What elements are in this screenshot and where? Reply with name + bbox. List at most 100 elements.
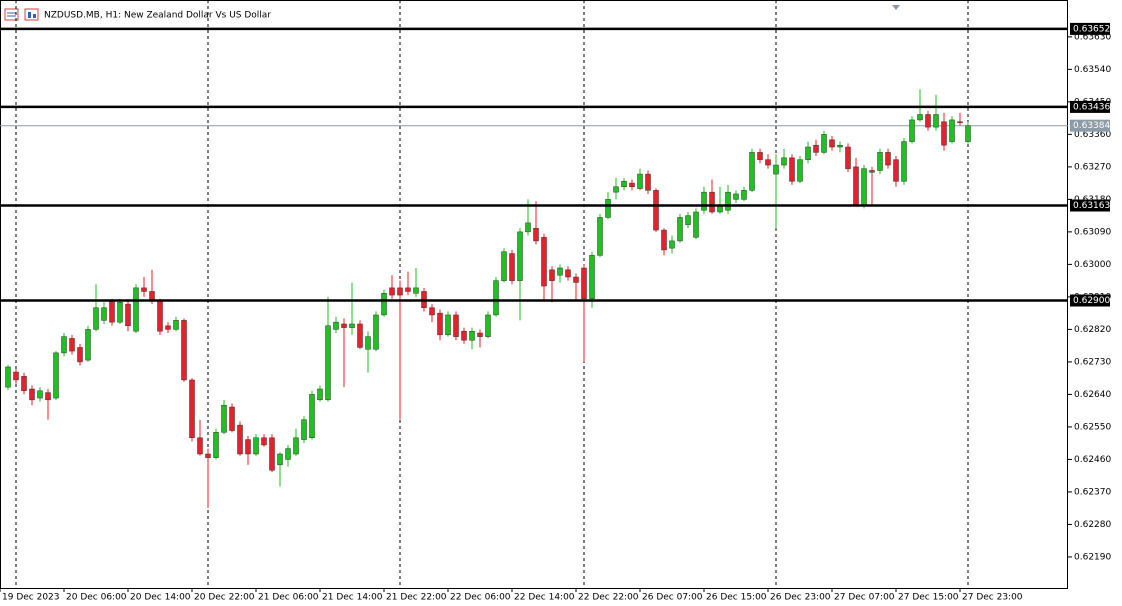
candle-body (957, 121, 963, 124)
x-tick-label: 26 Dec 23:00 (770, 593, 831, 603)
candle-body (901, 141, 907, 182)
candle-body (437, 312, 443, 336)
candle-body (877, 152, 883, 171)
candle-body (765, 159, 771, 166)
candle-body (413, 287, 419, 294)
candle-body (189, 379, 195, 438)
candle-body (613, 186, 619, 193)
icon-bar (28, 12, 31, 18)
candle-body (341, 323, 347, 328)
x-tick-label: 22 Dec 22:00 (578, 593, 639, 603)
y-tick-label: 0.62730 (1074, 357, 1111, 367)
candle-body (125, 303, 131, 327)
candle-body (141, 287, 147, 292)
x-tick-label: 27 Dec 23:00 (962, 593, 1023, 603)
level-label: 0.63163 (1073, 201, 1110, 211)
x-tick-label: 22 Dec 06:00 (450, 593, 511, 603)
candle-body (93, 307, 99, 330)
candle-body (133, 287, 139, 332)
candle-body (333, 321, 339, 330)
candle-body (309, 394, 315, 438)
candle-body (325, 325, 331, 401)
candle-body (573, 276, 579, 283)
candle-body (69, 338, 75, 352)
candle-body (269, 437, 275, 471)
y-tick-label: 0.63000 (1074, 260, 1111, 270)
level-label: 0.63436 (1073, 102, 1110, 112)
candle-body (669, 240, 675, 249)
candle-body (805, 146, 811, 160)
x-tick-label: 27 Dec 15:00 (898, 593, 959, 603)
level-label-box (1070, 22, 1110, 35)
current-price-label: 0.63384 (1073, 121, 1110, 131)
level-label-box (1070, 100, 1110, 113)
candle-body (165, 325, 171, 330)
candle-body (781, 157, 787, 166)
y-tick-label: 0.63270 (1074, 162, 1111, 172)
candle-body (53, 352, 59, 399)
y-tick-label: 0.62550 (1074, 422, 1111, 432)
candle-body (565, 269, 571, 278)
level-label-box (1070, 199, 1110, 212)
candle-body (941, 121, 947, 146)
candle-body (349, 323, 355, 328)
x-tick-label: 20 Dec 22:00 (194, 593, 255, 603)
plot-frame (0, 0, 1068, 589)
candle-body (13, 371, 19, 381)
x-tick-label: 20 Dec 06:00 (66, 593, 127, 603)
x-tick-label: 21 Dec 06:00 (258, 593, 319, 603)
x-tick-label: 20 Dec 14:00 (130, 593, 191, 603)
candle-body (85, 329, 91, 361)
candle-body (525, 222, 531, 233)
candle-body (653, 190, 659, 231)
candle-body (933, 114, 939, 128)
candle-body (637, 173, 643, 189)
y-tick-label: 0.62280 (1074, 520, 1111, 530)
candle-body (405, 287, 411, 292)
y-tick-label: 0.62460 (1074, 455, 1111, 465)
candle-body (293, 437, 299, 455)
y-tick-label: 0.62820 (1074, 325, 1111, 335)
candle-body (213, 432, 219, 458)
candle-body (285, 448, 291, 460)
candle-body (749, 152, 755, 191)
candle-body (501, 251, 507, 281)
candle-body (685, 215, 691, 225)
candle-body (965, 125, 971, 142)
candle-body (773, 164, 779, 175)
candle-body (493, 280, 499, 316)
candle-body (277, 453, 283, 466)
shift-marker (892, 5, 900, 10)
candle-body (733, 193, 739, 200)
level-label: 0.62900 (1073, 296, 1110, 306)
candle-body (813, 144, 819, 153)
candle-body (845, 146, 851, 169)
candle-body (645, 173, 651, 191)
candle-body (109, 300, 115, 323)
candle-body (469, 330, 475, 341)
candle-body (885, 152, 891, 166)
candle-body (621, 181, 627, 187)
candle-body (253, 437, 259, 455)
candle-body (21, 376, 27, 392)
x-tick-label: 21 Dec 22:00 (386, 593, 447, 603)
candle-body (77, 347, 83, 363)
x-tick-label: 21 Dec 14:00 (322, 593, 383, 603)
candle-body (453, 314, 459, 337)
candle-body (861, 168, 867, 206)
candle-body (677, 217, 683, 242)
candle-body (629, 182, 635, 187)
candle-body (917, 114, 923, 121)
candle-body (597, 217, 603, 256)
candle-body (925, 114, 931, 128)
candle-body (557, 267, 563, 276)
x-tick-label: 26 Dec 15:00 (706, 593, 767, 603)
candle-body (245, 439, 251, 455)
candle-body (5, 366, 11, 388)
candle-body (589, 255, 595, 299)
candle-body (949, 119, 955, 142)
candle-body (37, 390, 43, 399)
x-tick-label: 26 Dec 07:00 (642, 593, 703, 603)
